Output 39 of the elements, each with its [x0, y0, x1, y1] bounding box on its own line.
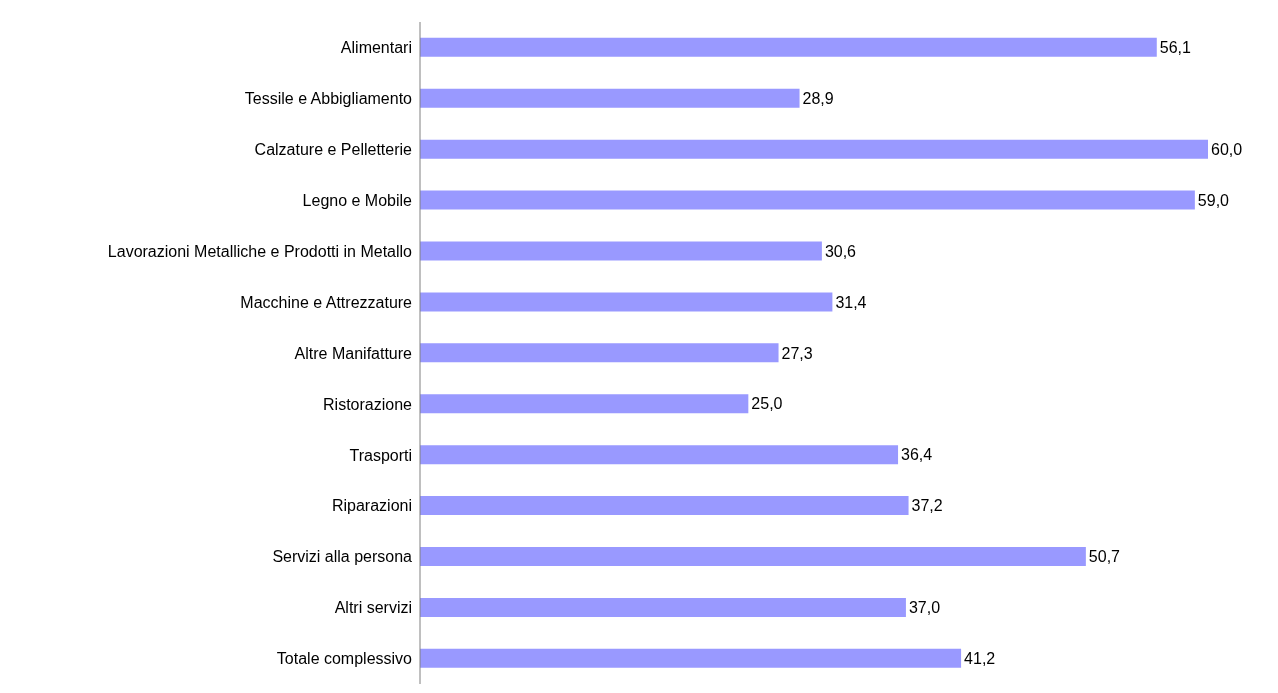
data-label: 60,0 [1211, 140, 1243, 158]
bar [420, 597, 906, 617]
data-label: 41,2 [964, 650, 996, 668]
data-label: 56,1 [1159, 38, 1192, 56]
data-label: 25,0 [751, 395, 783, 413]
bar [420, 394, 749, 414]
bar [420, 139, 1208, 159]
y-tick-label: Servizi alla persona [272, 548, 413, 566]
bar [420, 88, 800, 108]
y-tick-label: Riparazioni [331, 497, 412, 515]
y-tick-label: Alimentari [340, 39, 412, 57]
bar [420, 292, 833, 312]
bar [420, 343, 779, 363]
y-tick-label: Calzature e Pelletterie [254, 140, 413, 158]
y-tick-label: Legno e Mobile [302, 191, 413, 209]
bar [420, 648, 962, 668]
data-label: 36,4 [901, 446, 933, 464]
bar [420, 445, 899, 465]
bar [420, 241, 822, 261]
bar [420, 190, 1195, 210]
data-label: 59,0 [1197, 191, 1230, 209]
bar [420, 496, 909, 516]
data-label: 50,7 [1088, 548, 1121, 566]
y-tick-label: Totale complessivo [276, 650, 413, 668]
data-label: 37,0 [908, 599, 941, 617]
data-label: 28,9 [802, 89, 834, 107]
y-tick-label: Altri servizi [334, 599, 412, 617]
data-label: 37,2 [911, 497, 943, 515]
y-tick-label: Lavorazioni Metalliche e Prodotti in Metallo [107, 242, 413, 260]
data-label: 31,4 [835, 293, 867, 311]
y-tick-label: Macchine e Attrezzature [240, 293, 413, 311]
y-tick-label: Trasporti [349, 446, 412, 464]
y-tick-label: Ristorazione [323, 395, 413, 413]
y-tick-label: Altre Manifatture [294, 344, 413, 362]
data-label: 27,3 [781, 344, 813, 362]
y-tick-label: Tessile e Abbigliamento [244, 90, 413, 108]
bar [420, 37, 1157, 57]
bar [420, 547, 1086, 567]
data-label: 30,6 [824, 242, 857, 260]
